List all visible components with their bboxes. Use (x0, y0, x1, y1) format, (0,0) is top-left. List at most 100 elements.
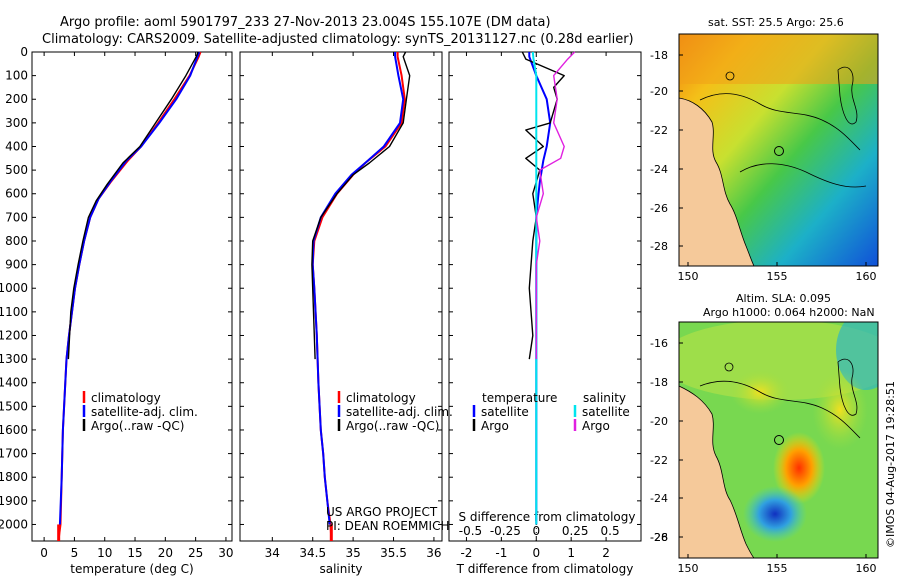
sla-low (743, 486, 807, 542)
title-line-2: Climatology: CARS2009. Satellite-adjuste… (42, 32, 634, 47)
y-tick-label: 1700 (0, 447, 28, 461)
map-y-tick-label: -22 (650, 454, 668, 467)
y-tick-label: 100 (5, 69, 28, 83)
salinity-panel: 34 34.5 35 35.5 36 salinity (239, 51, 443, 576)
legend-label-argo: Argo(..raw -QC) (346, 419, 439, 433)
map-y-tick-label: -22 (650, 124, 668, 137)
x-tick-label: 2 (602, 546, 610, 560)
s-diff-axis-label: S difference from climatology (459, 510, 636, 524)
y-tick-label: 1000 (0, 281, 28, 295)
sst-map-title: sat. SST: 25.5 Argo: 25.6 (708, 16, 844, 29)
y-tick-label: 400 (5, 139, 28, 153)
x-tick-label: 35.5 (380, 546, 407, 560)
legend-label-s-argo: Argo (582, 419, 610, 433)
x-tick-label: 0 (40, 546, 48, 560)
map-y-tick-label: -18 (650, 49, 668, 62)
series-line-s-argo (535, 51, 576, 360)
sla-map-ticks: 150 155 160 -16 -18 -20 -22 -24 -26-28 (650, 337, 876, 575)
x-tick-label: 15 (127, 546, 142, 560)
legend-label-argo: Argo(..raw -QC) (91, 419, 184, 433)
y-tick-label: 200 (5, 92, 28, 106)
legend-label-climatology: climatology (346, 391, 416, 405)
sla-map-title-line-2: Argo h1000: 0.064 h2000: NaN (703, 306, 875, 319)
map-x-tick-label: 150 (678, 562, 699, 575)
sst-map (679, 34, 878, 266)
land-mass (679, 97, 755, 266)
s-diff-tick-label: 0 (532, 524, 540, 538)
y-tick-label: 1500 (0, 399, 28, 413)
map-y-tick-label: -28 (650, 240, 668, 253)
y-tick-label: 500 (5, 163, 28, 177)
plot-frame (239, 51, 443, 542)
legend-label-satellite: satellite-adj. clim. (91, 405, 198, 419)
x-tick-label: 34 (265, 546, 280, 560)
map-x-tick-label: 155 (767, 270, 788, 283)
legend-title-temperature: temperature (482, 391, 557, 405)
map-y-tick-label: -26 (650, 202, 668, 215)
x-tick-label: 5 (71, 546, 79, 560)
x-axis-label: salinity (319, 562, 362, 576)
y-tick-label: 1400 (0, 376, 28, 390)
s-diff-tick-label: 0.5 (601, 524, 620, 538)
argo-float-marker (774, 146, 784, 156)
s-diff-tick-label: -0.5 (459, 524, 482, 538)
sla-contour (837, 358, 858, 416)
map-y-tick-label: -16 (650, 337, 668, 350)
land-mass (679, 385, 755, 558)
sla-mid-patch-2 (812, 370, 868, 450)
series-line-argo (67, 51, 199, 360)
sst-contour (837, 66, 858, 125)
y-tick-label: 1300 (0, 352, 28, 366)
difference-legend: temperature salinity satellite Argo sate… (472, 391, 630, 433)
legend-label-s-satellite: satellite (582, 405, 630, 419)
salinity-legend: climatology satellite-adj. clim. Argo(..… (337, 391, 453, 433)
x-axis-label: temperature (deg C) (70, 562, 193, 576)
y-tick-label: 0 (20, 45, 28, 59)
x-axis-label: T difference from climatology (456, 562, 634, 576)
y-tick-label: 800 (5, 234, 28, 248)
x-tick-label: -2 (460, 546, 472, 560)
x-tick-label: 10 (97, 546, 112, 560)
x-tick-label: 35 (345, 546, 360, 560)
plot-frame (31, 51, 233, 542)
y-tick-label: 900 (5, 258, 28, 272)
sla-map (679, 322, 878, 558)
x-tick-label: 20 (158, 546, 173, 560)
map-y-tick-label: -24 (650, 492, 668, 505)
map-y-tick-label: -18 (650, 376, 668, 389)
sla-map-frame (678, 321, 879, 559)
s-diff-tick-label: -0.25 (490, 524, 521, 538)
x-tick-label: 0 (532, 546, 540, 560)
x-tick-label: 36 (426, 546, 441, 560)
x-tick-label: -1 (495, 546, 507, 560)
x-tick-label: 30 (218, 546, 233, 560)
temperature-legend: climatology satellite-adj. clim. Argo(..… (82, 391, 198, 433)
map-x-tick-label: 150 (678, 270, 699, 283)
sla-contour (699, 380, 861, 439)
sst-contour (699, 93, 861, 151)
legend-title-salinity: salinity (583, 391, 626, 405)
y-tick-label: 1800 (0, 470, 28, 484)
temperature-panel: 0 5 10 15 20 25 300100200300400500600700800900… (0, 45, 234, 576)
map-x-tick-label: 160 (856, 562, 877, 575)
legend-label-t-argo: Argo (481, 419, 509, 433)
sst-contour (739, 163, 867, 188)
y-tick-label: 600 (5, 187, 28, 201)
title-line-1: Argo profile: aoml 5901797_233 27-Nov-20… (60, 15, 551, 30)
x-tick-label: 25 (188, 546, 203, 560)
map-y-tick-label: -20 (650, 85, 668, 98)
x-tick-label: 1 (567, 546, 575, 560)
legend-label-climatology: climatology (91, 391, 161, 405)
y-tick-label: 2000 (0, 517, 28, 531)
project-credit-line-1: US ARGO PROJECT (326, 505, 438, 519)
imos-timestamp: ©IMOS 04-Aug-2017 19:28:51 (884, 381, 897, 548)
map-y-tick-label: -24 (650, 163, 668, 176)
sla-contour-blob (724, 362, 734, 372)
sst-map-ticks: 150 155 160 -18 -20 -22 -24 -26 -28 (650, 49, 876, 283)
sla-high (773, 432, 825, 504)
plot-frame (448, 51, 642, 542)
y-tick-label: 300 (5, 116, 28, 130)
map-x-tick-label: 155 (767, 562, 788, 575)
y-tick-label: 1600 (0, 423, 28, 437)
